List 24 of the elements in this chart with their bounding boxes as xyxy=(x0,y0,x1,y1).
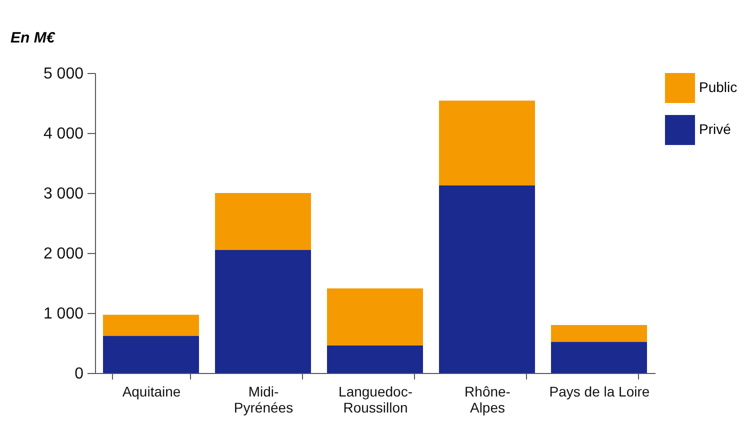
bar xyxy=(551,342,647,373)
y-axis-title: En M€ xyxy=(10,30,56,46)
x-tick-label: Rhône-Alpes xyxy=(464,384,511,416)
bar xyxy=(551,325,647,342)
y-tick-label: 3 000 xyxy=(43,186,84,202)
y-tick-label: 0 xyxy=(74,366,84,382)
x-tick-label: Pays de la Loire xyxy=(549,384,650,400)
legend-label: Public xyxy=(699,79,738,95)
bar xyxy=(439,185,535,373)
bar xyxy=(327,345,423,373)
x-tick-label: Midi-Pyrénées xyxy=(234,384,294,416)
legend-label: Privé xyxy=(699,121,732,137)
x-tick-label: Languedoc-Roussillon xyxy=(338,384,413,416)
bar xyxy=(327,288,423,346)
y-tick-label: 5 000 xyxy=(43,66,84,82)
bar xyxy=(103,314,199,336)
bar xyxy=(103,336,199,373)
bar xyxy=(439,100,535,186)
y-tick-label: 2 000 xyxy=(43,246,84,262)
bar xyxy=(215,193,311,250)
y-tick-label: 1 000 xyxy=(43,306,84,322)
bar xyxy=(215,250,311,373)
y-tick-label: 4 000 xyxy=(43,126,84,142)
x-tick-label: Aquitaine xyxy=(122,384,181,400)
